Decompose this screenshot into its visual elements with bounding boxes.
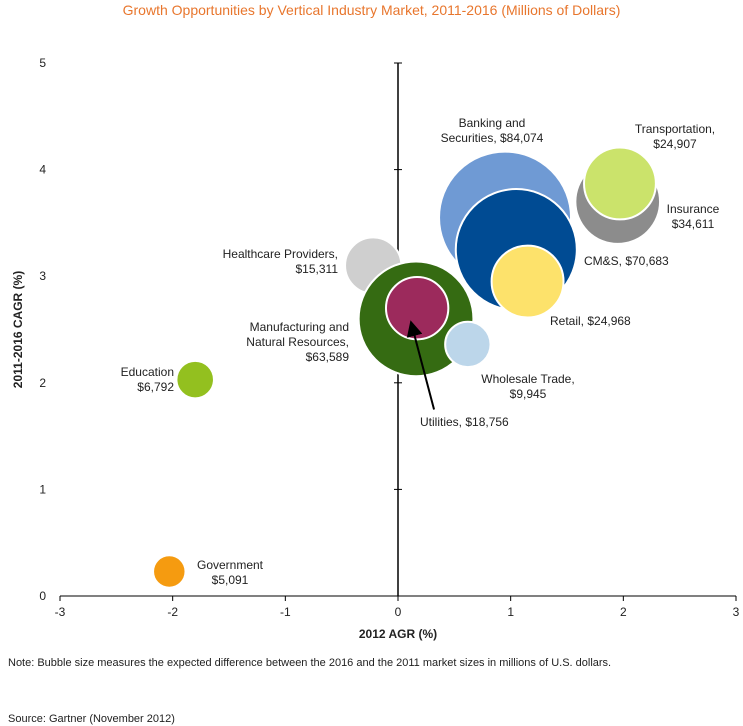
y-tick-label: 3 xyxy=(39,269,46,283)
y-tick-label: 2 xyxy=(39,376,46,390)
chart-note: Note: Bubble size measures the expected … xyxy=(8,657,612,669)
bubble-transportation xyxy=(583,146,657,221)
x-tick-label: 2 xyxy=(620,605,627,619)
x-tick-label: 3 xyxy=(733,605,740,619)
bubble-chart: -3 -2 -1 0 1 2 3 0 1 2 3 4 5 2012 AGR (%) 2011-2016 CA… xyxy=(11,56,740,641)
bubble-label-healthcare: Healthcare Providers, $15,311 xyxy=(223,247,339,276)
bubble-label-transportation: Transportation, $24,907 xyxy=(635,122,715,151)
bubble-retail xyxy=(490,244,565,319)
bubble-label-utilities: Utilities, $18,756 xyxy=(420,415,509,429)
bubble-label-insurance: Insurance $34,611 xyxy=(667,202,720,231)
bubble-education xyxy=(175,359,215,400)
bubble-label-cms: CM&S, $70,683 xyxy=(584,254,669,268)
x-tick-label: 1 xyxy=(507,605,514,619)
x-tick-label: -2 xyxy=(167,605,178,619)
x-axis-title: 2012 AGR (%) xyxy=(359,627,437,641)
bubble-wholesale xyxy=(444,320,492,369)
bubble-label-retail: Retail, $24,968 xyxy=(550,314,631,328)
y-tick-label: 1 xyxy=(39,482,46,496)
x-tick-label: -1 xyxy=(280,605,291,619)
bubble-government xyxy=(152,554,187,589)
y-axis-title: 2011-2016 CAGR (%) xyxy=(11,271,25,388)
bubbles xyxy=(152,146,662,589)
utilities-arrow xyxy=(406,320,436,410)
annotation-arrow xyxy=(406,320,436,410)
chart-source: Source: Gartner (November 2012) xyxy=(8,713,175,725)
bubble-label-wholesale: Wholesale Trade, $9,945 xyxy=(481,372,574,401)
chart-title: Growth Opportunities by Vertical Industr… xyxy=(122,2,621,18)
x-tick-label: -3 xyxy=(55,605,66,619)
y-tick-label: 5 xyxy=(39,56,46,70)
bubble-utilities xyxy=(384,276,450,341)
bubble-label-manufacturing: Manufacturing and Natural Resources, $63,5… xyxy=(246,320,349,364)
bubble-label-banking: Banking and Securities, $84,074 xyxy=(441,116,544,145)
bubble-label-government: Government $5,091 xyxy=(197,558,264,587)
y-tick-label: 4 xyxy=(39,163,46,177)
y-tick-label: 0 xyxy=(39,589,46,603)
bubble-label-education: Education $6,792 xyxy=(121,365,175,394)
x-tick-label: 0 xyxy=(395,605,402,619)
bubble-labels: Banking and Securities, $84,074 Insurance $… xyxy=(121,116,720,587)
